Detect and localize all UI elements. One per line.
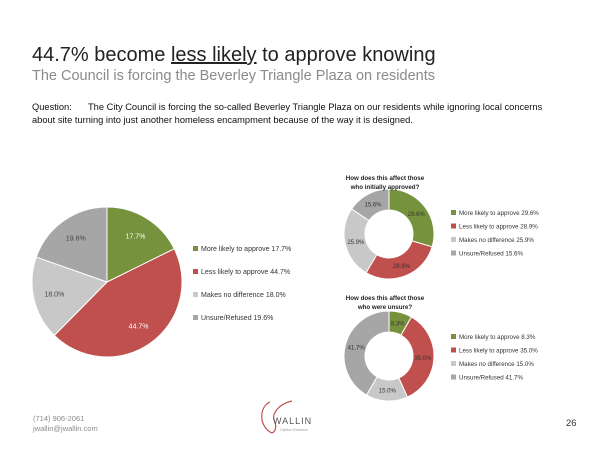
logo-subtext: Opinion Research [280,428,308,432]
data-label: 44.7% [129,323,149,330]
page-number: 26 [566,418,577,429]
slice-unsure-refused [343,310,390,396]
slice-less-likely-to-approve [53,248,183,358]
slice-more-likely-to-approve [106,206,175,283]
data-label: 35.0% [414,356,432,362]
title-underlined: less likely [170,44,257,66]
data-label: 15.0% [379,388,397,394]
question-label: Question: [32,102,72,112]
legend-item: Less likely to approve 28.9% [459,224,538,231]
legend-swatch [451,223,456,229]
legend-swatch [193,315,198,320]
chart-title: who initially approved? [350,184,420,191]
legend-item: More likely to approve 29.6% [459,210,539,217]
legend-swatch [451,374,456,380]
legend-swatch [193,269,198,274]
chart-title: How does this affect those [346,175,425,182]
phone-number: (714) 906-2061 [33,414,85,423]
slice-makes-no-difference [31,256,108,337]
page-title: 44.7% become less likely to approve know… [32,44,436,67]
title-post: to approve knowing [256,44,436,66]
legend-swatch [451,334,456,339]
legend-item: More likely to approve 17.7% [201,246,291,253]
legend-item: Makes no difference 18.0% [201,292,286,299]
legend-item: Makes no difference 15.0% [459,361,534,368]
legend-item: More likely to approve 8.3% [459,334,536,341]
slice-unsure-refused [35,206,108,283]
legend-item: Makes no difference 25.9% [459,237,534,244]
slice-unsure-refused [350,188,390,222]
legend-item: Unsure/Refused 19.6% [201,315,273,322]
chart-title: How does this affect those [346,295,425,302]
chart-1: 29.6% 28.9% 25.9% 15.6% How does this affect… [343,175,539,280]
question-block: Question: The City Council is forcing the… [32,101,557,126]
wallin-logo: WALLIN Opinion Research [252,398,332,443]
legend-item: Unsure/Refused 41.7% [459,375,523,382]
data-label: 41.7% [348,346,366,352]
legend-item: Less likely to approve 35.0% [459,348,538,355]
data-label: 18.0% [44,292,64,299]
legend-swatch [193,292,198,297]
legend-swatch [451,237,456,242]
data-label: 17.7% [126,234,146,241]
legend-item: Less likely to approve 44.7% [201,269,290,276]
slice-less-likely-to-approve [365,240,433,280]
data-label: 25.9% [347,240,365,246]
slice-less-likely-to-approve [398,316,435,398]
chart-0: 17.7% 44.7% 18.0% 19.6% More likely to appro… [31,206,291,358]
legend-swatch [451,347,456,353]
legend-swatch [451,210,456,215]
logo-text: WALLIN [273,416,312,426]
chart-2: 8.3% 35.0% 15.0% 41.7% How does this affect … [343,295,538,402]
data-label: 29.6% [408,212,426,218]
data-label: 19.6% [66,235,86,242]
page-subtitle: The Council is forcing the Beverley Tria… [32,68,435,84]
legend-item: Unsure/Refused 15.6% [459,251,523,258]
chart-title: who were unsure? [357,304,413,311]
title-pre: 44.7% become [32,44,171,66]
data-label: 15.6% [364,203,382,209]
email-address: jwallin@jwallin.com [33,424,98,433]
legend-swatch [451,250,456,256]
legend-swatch [451,361,456,366]
data-label: 28.9% [393,264,411,270]
legend-swatch [193,246,198,251]
contact-info: (714) 906-2061 jwallin@jwallin.com [33,414,98,434]
data-label: 8.3% [391,322,405,328]
question-text: The City Council is forcing the so-calle… [32,102,543,125]
